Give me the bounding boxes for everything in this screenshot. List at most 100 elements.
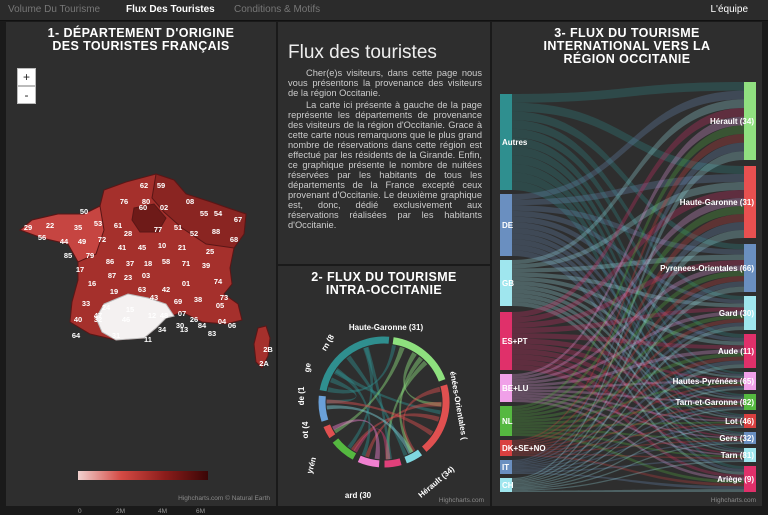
chord-ribbon[interactable]: [334, 367, 371, 457]
sankey-dest-node-2[interactable]: [744, 244, 756, 292]
department-label-46[interactable]: 46: [122, 315, 130, 324]
sankey-flow[interactable]: [512, 333, 744, 350]
sankey-flow[interactable]: [512, 421, 744, 428]
department-label-42[interactable]: 42: [162, 285, 170, 294]
sankey-flow[interactable]: [512, 280, 744, 378]
sankey-flow[interactable]: [512, 352, 744, 420]
department-label-23[interactable]: 23: [124, 273, 132, 282]
department-label-05[interactable]: 05: [216, 301, 224, 310]
sankey-flow[interactable]: [512, 442, 744, 490]
sankey-flow[interactable]: [512, 382, 744, 423]
sankey-flow[interactable]: [512, 391, 744, 422]
chord-node-4[interactable]: [383, 457, 403, 469]
sankey-flow[interactable]: [512, 322, 744, 466]
occitanie-region[interactable]: [95, 293, 175, 341]
sankey-flow[interactable]: [512, 354, 744, 438]
sankey-flow[interactable]: [512, 338, 744, 380]
sankey-flow[interactable]: [512, 440, 744, 454]
department-label-71[interactable]: 71: [182, 259, 190, 268]
department-label-88[interactable]: 88: [212, 227, 220, 236]
sankey-flow[interactable]: [512, 108, 744, 318]
sankey-dest-node-5[interactable]: [744, 372, 756, 390]
department-label-2B[interactable]: 2B: [263, 345, 273, 354]
sankey-flow[interactable]: [512, 198, 744, 380]
chord-ribbon[interactable]: [386, 360, 428, 460]
sankey-flow[interactable]: [512, 318, 744, 446]
sankey-flow[interactable]: [512, 272, 744, 308]
sankey-flow[interactable]: [512, 254, 744, 273]
department-label-67[interactable]: 67: [234, 215, 242, 224]
department-label-06[interactable]: 06: [228, 321, 236, 330]
sankey-dest-node-0[interactable]: [744, 82, 756, 160]
department-label-76[interactable]: 76: [120, 197, 128, 206]
department-label-2A[interactable]: 2A: [259, 359, 269, 368]
sankey-flow[interactable]: [512, 286, 744, 482]
sankey-flow[interactable]: [512, 205, 744, 255]
department-label-49[interactable]: 49: [78, 237, 86, 246]
chord-ribbon[interactable]: [363, 346, 393, 460]
sankey-flow[interactable]: [512, 285, 744, 400]
sankey-flow[interactable]: [512, 424, 744, 471]
sankey-flow[interactable]: [512, 356, 744, 448]
sankey-flow[interactable]: [512, 441, 744, 472]
sankey-flow[interactable]: [512, 489, 744, 492]
sankey-flow[interactable]: [512, 360, 744, 467]
tab-conditions-motifs[interactable]: Conditions & Motifs: [234, 4, 321, 15]
sankey-flow[interactable]: [512, 314, 744, 417]
chord-node-8[interactable]: [317, 394, 330, 424]
sankey-flow[interactable]: [512, 239, 744, 435]
sankey-flow[interactable]: [512, 210, 744, 304]
sankey-flow[interactable]: [512, 102, 744, 174]
sankey-flow[interactable]: [512, 349, 744, 387]
sankey-flow[interactable]: [512, 460, 744, 491]
chord-node-3[interactable]: [403, 448, 424, 465]
corsica[interactable]: [253, 325, 271, 369]
sankey-flow[interactable]: [512, 399, 744, 481]
sankey-source-node-6[interactable]: [500, 440, 512, 456]
department-label-86[interactable]: 86: [106, 257, 114, 266]
sankey-flow[interactable]: [512, 260, 744, 328]
department-label-18[interactable]: 18: [144, 259, 152, 268]
department-label-60[interactable]: 60: [139, 203, 147, 212]
sankey-flow[interactable]: [512, 82, 744, 103]
sankey-dest-node-9[interactable]: [744, 448, 756, 462]
department-label-68[interactable]: 68: [230, 235, 238, 244]
zoom-out-button[interactable]: -: [17, 86, 36, 104]
department-label-02[interactable]: 02: [160, 203, 168, 212]
department-label-03[interactable]: 03: [142, 271, 150, 280]
sankey-flow[interactable]: [512, 326, 744, 484]
department-label-10[interactable]: 10: [158, 241, 166, 250]
sankey-flow[interactable]: [512, 394, 744, 439]
chord-ribbon[interactable]: [399, 356, 424, 454]
department-label-52[interactable]: 52: [190, 229, 198, 238]
department-label-21[interactable]: 21: [178, 243, 186, 252]
sankey-flow[interactable]: [512, 146, 744, 396]
chord-ribbon[interactable]: [346, 355, 408, 457]
department-label-51[interactable]: 51: [174, 223, 182, 232]
sankey-flow[interactable]: [512, 384, 744, 449]
department-label-54[interactable]: 54: [214, 209, 223, 218]
department-label-16[interactable]: 16: [88, 279, 96, 288]
sankey-flow[interactable]: [512, 90, 744, 200]
sankey-flow[interactable]: [512, 472, 744, 490]
sankey-flow[interactable]: [512, 182, 744, 269]
department-label-30[interactable]: 30: [176, 321, 184, 330]
department-label-83[interactable]: 83: [208, 329, 216, 338]
sankey-source-node-2[interactable]: [500, 260, 512, 306]
department-label-22[interactable]: 22: [46, 221, 54, 230]
sankey-flow[interactable]: [512, 172, 744, 450]
department-label-12[interactable]: 12: [148, 311, 156, 320]
chord-ribbon[interactable]: [326, 405, 414, 455]
sankey-flow[interactable]: [512, 230, 744, 481]
sankey-dest-node-1[interactable]: [744, 166, 756, 238]
department-label-87[interactable]: 87: [108, 271, 116, 280]
sankey-flow[interactable]: [512, 404, 744, 451]
department-label-47[interactable]: 47: [94, 311, 102, 320]
sankey-flow[interactable]: [512, 281, 744, 464]
department-label-73[interactable]: 73: [220, 293, 228, 302]
sankey-flow[interactable]: [512, 364, 744, 485]
tab-flux-des-touristes[interactable]: Flux Des Touristes: [126, 4, 215, 15]
sankey-flow[interactable]: [512, 289, 744, 419]
department-label-59[interactable]: 59: [157, 181, 165, 190]
department-label-32[interactable]: 32: [94, 315, 102, 324]
